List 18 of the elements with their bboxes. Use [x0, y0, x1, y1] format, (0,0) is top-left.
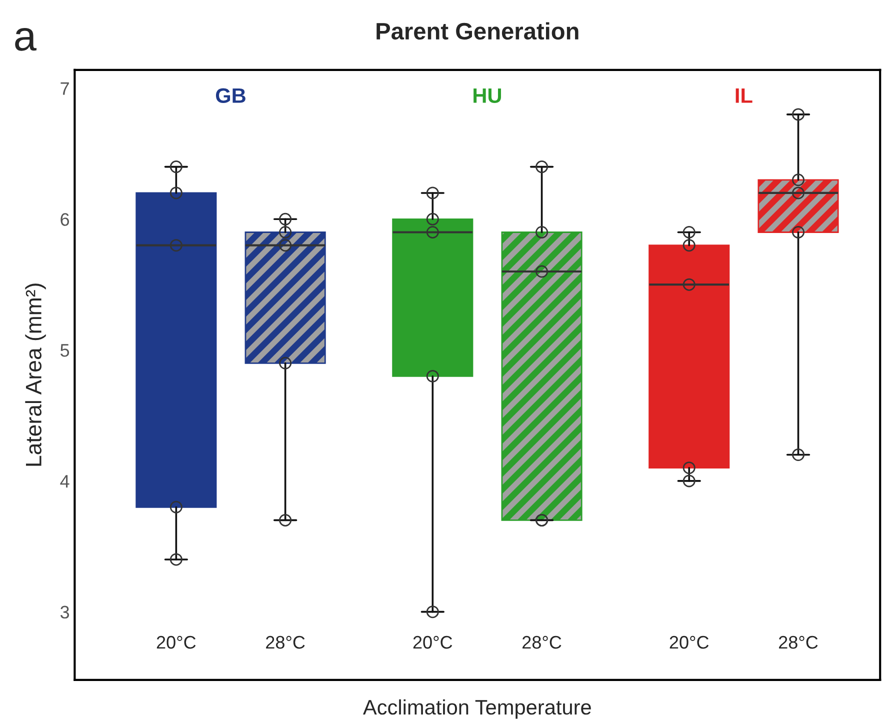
text: a	[15, 28, 37, 51]
y-tick-label: 5	[60, 344, 70, 357]
x-tick-label: 28°C	[266, 636, 305, 649]
y-tick-label: 7	[60, 82, 69, 95]
x-tick-label: 20°C	[670, 636, 709, 649]
x-tick-label: 20°C	[413, 636, 452, 649]
x-tick-label: 20°C	[156, 636, 196, 649]
annotation: HU	[474, 88, 501, 103]
y-axis-title: Lateral Area (mm²)	[25, 284, 46, 466]
y-tick-label: 4	[60, 475, 70, 488]
x-axis-title: Acclimation Temperature	[363, 699, 591, 719]
y-tick-label: 3	[60, 606, 70, 619]
x-tick-label: 28°C	[522, 636, 562, 649]
y-tick-label: 6	[60, 213, 70, 226]
annotation: GB	[216, 88, 246, 103]
annotation: IL	[736, 88, 752, 103]
chart-title: Parent Generation	[376, 22, 578, 40]
x-tick-label: 28°C	[778, 636, 818, 649]
